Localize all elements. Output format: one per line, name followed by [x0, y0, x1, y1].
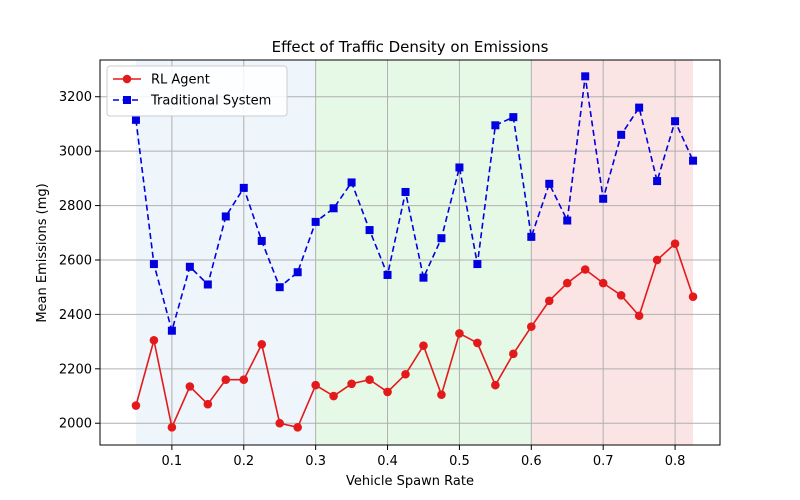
- point-traditional-system-12: [347, 178, 356, 187]
- point-rl-agent-11: [329, 391, 338, 401]
- y-tick-label-1: 2200: [59, 362, 92, 377]
- shaded-region-3: [531, 60, 694, 445]
- point-rl-agent-27: [616, 291, 626, 300]
- point-traditional-system-1: [149, 260, 158, 269]
- point-traditional-system-16: [419, 273, 428, 282]
- point-traditional-system-23: [545, 179, 554, 188]
- point-rl-agent-21: [509, 349, 518, 359]
- x-tick-label-7: 0.8: [665, 454, 686, 469]
- point-rl-agent-4: [203, 399, 213, 409]
- legend-marker-rl-agent: [122, 74, 132, 84]
- point-rl-agent-9: [293, 423, 302, 432]
- y-tick-label-0: 2000: [59, 417, 92, 432]
- x-tick-label-0: 0.1: [162, 454, 183, 469]
- point-rl-agent-0: [131, 401, 141, 410]
- point-rl-agent-1: [149, 335, 159, 345]
- y-tick-label-5: 3000: [59, 145, 92, 160]
- point-traditional-system-0: [131, 115, 140, 124]
- point-rl-agent-25: [580, 265, 590, 274]
- point-rl-agent-24: [562, 278, 572, 288]
- point-traditional-system-8: [275, 283, 284, 292]
- y-tick-label-4: 2800: [59, 199, 92, 214]
- point-rl-agent-8: [275, 418, 285, 428]
- point-rl-agent-20: [491, 380, 500, 390]
- y-tick-label-6: 3200: [59, 90, 92, 105]
- legend-label-traditional-system: Traditional System: [150, 94, 271, 109]
- point-rl-agent-14: [383, 387, 392, 397]
- point-rl-agent-16: [419, 341, 428, 350]
- point-traditional-system-18: [455, 163, 464, 172]
- series-line-traditional-system: [135, 76, 694, 334]
- point-rl-agent-15: [401, 369, 410, 379]
- point-traditional-system-27: [617, 130, 626, 139]
- point-traditional-system-20: [491, 121, 500, 130]
- point-traditional-system-13: [365, 226, 374, 235]
- point-rl-agent-5: [221, 375, 231, 384]
- plot-area-frame: [99, 59, 721, 446]
- point-traditional-system-26: [599, 194, 608, 203]
- point-rl-agent-19: [473, 338, 482, 348]
- point-traditional-system-17: [437, 234, 446, 243]
- point-traditional-system-19: [473, 260, 482, 269]
- point-rl-agent-18: [455, 329, 464, 338]
- point-traditional-system-7: [257, 236, 266, 245]
- point-traditional-system-30: [671, 117, 680, 126]
- point-rl-agent-26: [598, 278, 608, 288]
- x-tick-label-3: 0.4: [377, 454, 398, 469]
- point-rl-agent-2: [167, 423, 177, 432]
- point-traditional-system-29: [653, 177, 662, 186]
- point-rl-agent-12: [347, 379, 356, 389]
- point-traditional-system-10: [311, 217, 320, 226]
- point-rl-agent-31: [688, 292, 698, 302]
- point-traditional-system-22: [527, 232, 536, 241]
- point-rl-agent-22: [527, 322, 536, 331]
- x-axis-label: Vehicle Spawn Rate: [346, 474, 474, 489]
- x-tick-label-6: 0.7: [593, 454, 614, 469]
- x-tick-label-5: 0.6: [521, 454, 542, 469]
- point-traditional-system-31: [689, 156, 698, 165]
- point-rl-agent-13: [365, 375, 374, 384]
- point-traditional-system-24: [563, 216, 572, 225]
- point-rl-agent-17: [437, 390, 446, 399]
- x-axis-ticks: 0.1 0.2 0.3 0.4 0.5 0.6 0.7 0.8: [162, 445, 686, 469]
- point-traditional-system-5: [221, 212, 230, 221]
- point-rl-agent-6: [239, 375, 249, 384]
- point-rl-agent-3: [185, 382, 195, 391]
- point-traditional-system-9: [293, 268, 302, 277]
- point-traditional-system-21: [509, 113, 518, 122]
- point-traditional-system-25: [581, 72, 590, 81]
- point-traditional-system-15: [401, 187, 410, 196]
- point-traditional-system-14: [383, 270, 392, 279]
- y-axis-ticks: 2000 2200 2400 2600 2800 3000 3200: [59, 90, 100, 432]
- y-tick-label-2: 2400: [59, 308, 92, 323]
- y-axis-label: Mean Emissions (mg): [35, 183, 50, 322]
- point-traditional-system-4: [203, 280, 212, 289]
- legend-marker-traditional-system: [123, 96, 131, 104]
- series-lines: [131, 72, 698, 432]
- point-traditional-system-6: [239, 183, 248, 192]
- legend-label-rl-agent: RL Agent: [151, 73, 210, 88]
- point-rl-agent-29: [652, 255, 662, 265]
- x-tick-label-4: 0.5: [449, 454, 470, 469]
- point-traditional-system-2: [167, 326, 176, 335]
- y-tick-label-3: 2600: [59, 253, 92, 268]
- point-rl-agent-23: [544, 296, 554, 306]
- point-rl-agent-10: [311, 380, 320, 390]
- point-traditional-system-28: [635, 103, 644, 112]
- point-rl-agent-7: [257, 340, 267, 349]
- legend: RL Agent Traditional System: [106, 65, 288, 117]
- point-traditional-system-11: [329, 204, 338, 213]
- x-tick-label-1: 0.2: [233, 454, 254, 469]
- point-rl-agent-30: [670, 239, 680, 248]
- x-tick-label-2: 0.3: [305, 454, 326, 469]
- point-traditional-system-3: [185, 262, 194, 271]
- point-rl-agent-28: [634, 311, 644, 321]
- legend-box: [106, 65, 288, 117]
- chart-title: Effect of Traffic Density on Emissions: [272, 38, 549, 56]
